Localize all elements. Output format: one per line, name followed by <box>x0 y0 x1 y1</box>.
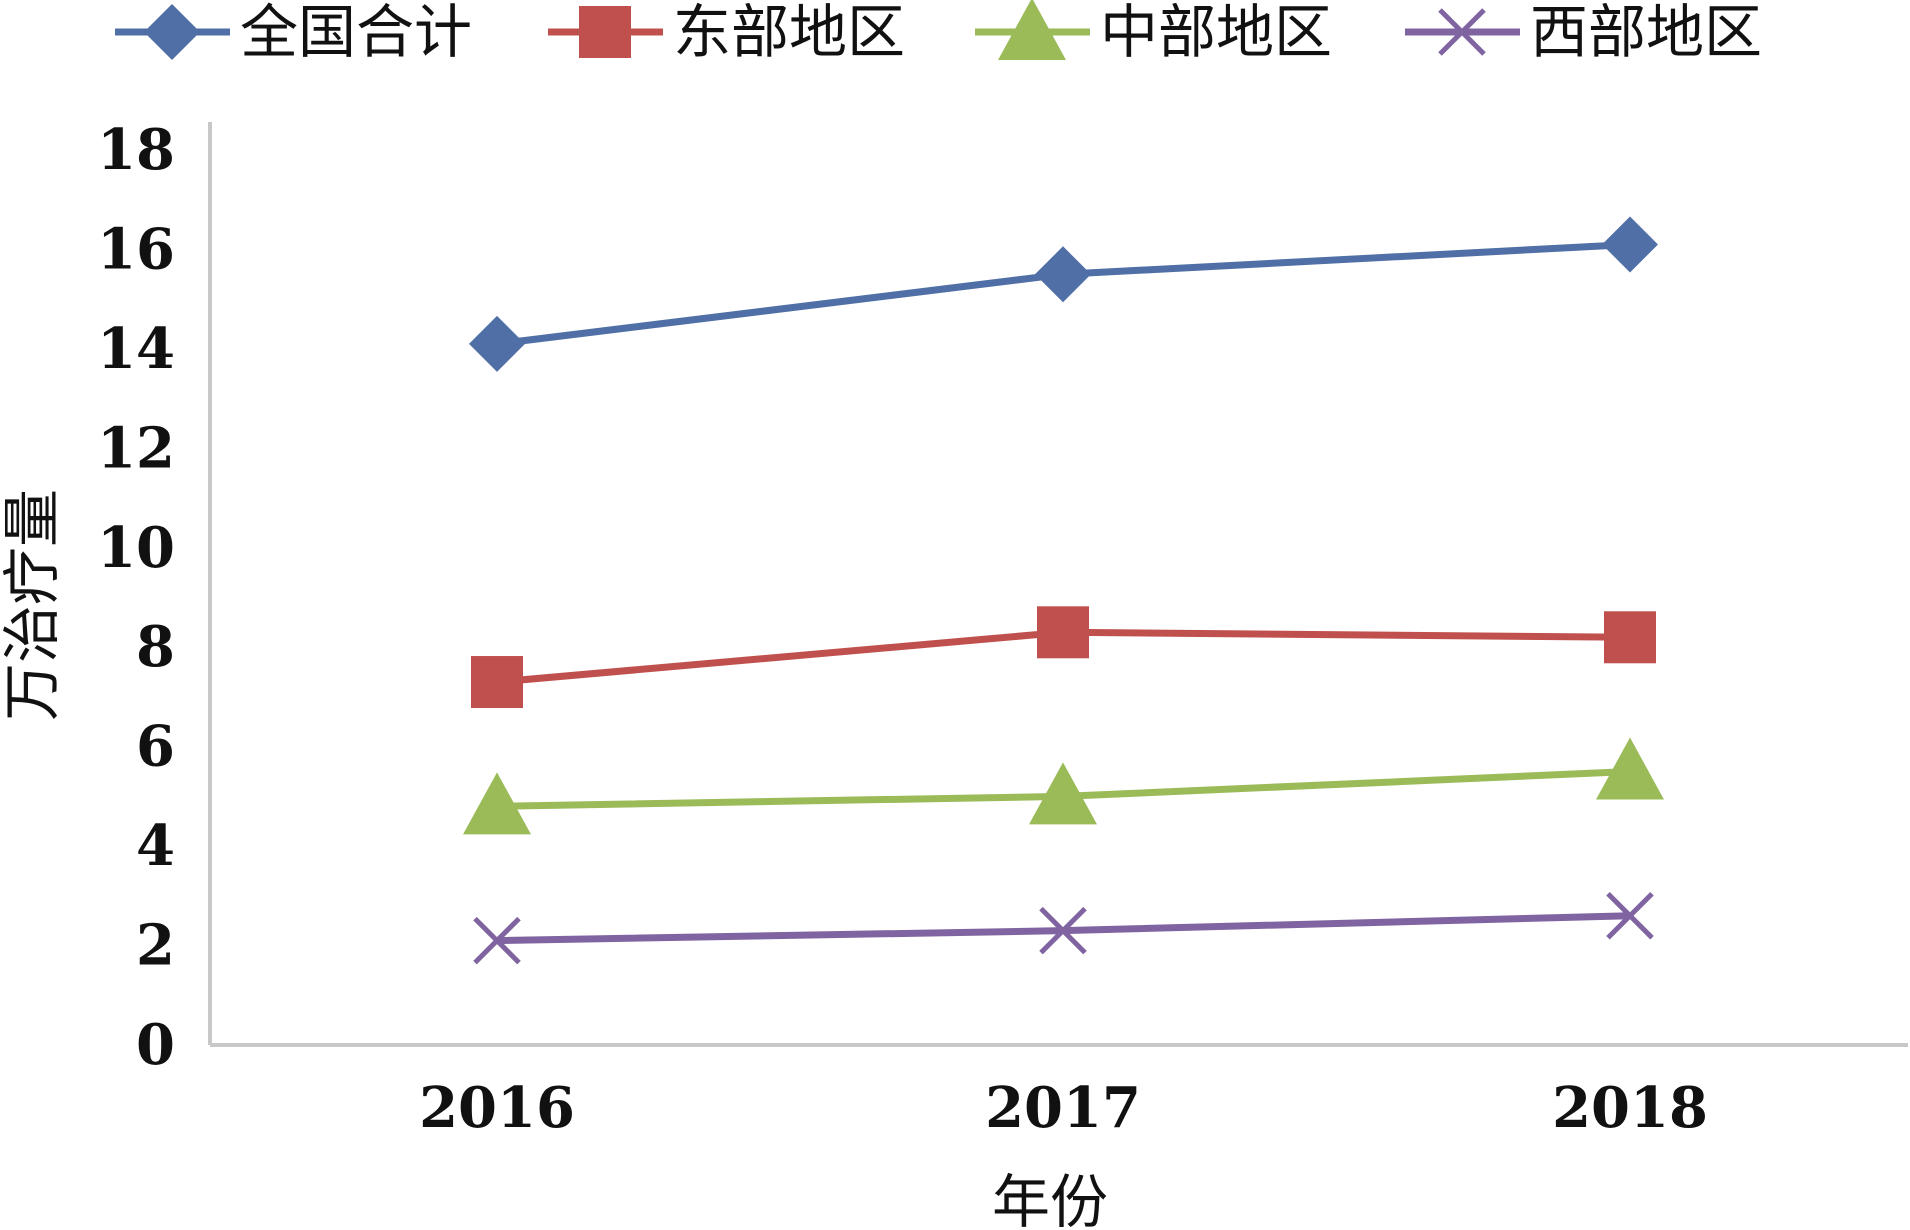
x-axis-title: 年份 <box>992 1168 1108 1230</box>
y-tick-label: 8 <box>136 614 175 680</box>
y-tick-label: 0 <box>136 1012 175 1078</box>
legend-label: 东部地区 <box>673 0 905 66</box>
y-tick-label: 18 <box>97 117 175 183</box>
data-point <box>1604 611 1656 664</box>
data-point <box>1037 606 1089 659</box>
data-point <box>1596 737 1664 800</box>
data-point <box>463 772 531 835</box>
y-axis-title: 万治疗量 <box>0 489 66 721</box>
series-3 <box>463 737 1664 835</box>
x-tick-label: 2016 <box>419 1075 575 1141</box>
y-tick-label: 6 <box>136 714 175 780</box>
data-point <box>1035 246 1091 303</box>
data-point <box>473 916 521 965</box>
y-tick-label: 12 <box>97 415 175 481</box>
tick-labels: 0 2 4 6 8 10 12 14 16 18 2016 2017 2018 <box>97 117 1708 1141</box>
legend-label: 中部地区 <box>1100 0 1332 66</box>
data-point <box>1039 906 1087 955</box>
data-point <box>1029 762 1097 825</box>
legend-marker <box>1438 8 1486 56</box>
legend-label: 西部地区 <box>1530 0 1762 66</box>
axes <box>208 122 1908 1047</box>
data-point <box>471 656 523 709</box>
data-point <box>1606 891 1654 940</box>
series-2 <box>471 606 1656 709</box>
y-tick-label: 4 <box>136 813 175 879</box>
legend-marker <box>579 6 631 58</box>
data-point <box>469 315 525 372</box>
y-tick-label: 16 <box>97 216 175 282</box>
legend-label: 全国合计 <box>240 0 472 66</box>
legend-marker <box>144 4 200 60</box>
series-1 <box>469 216 1658 372</box>
data-point <box>1602 216 1658 273</box>
legend-item: 中部地区 <box>975 0 1332 66</box>
legend-item: 西部地区 <box>1405 0 1762 66</box>
y-tick-label: 14 <box>97 316 175 382</box>
legend: 全国合计 东部地区 中部地区 西部地区 <box>115 0 1762 66</box>
legend-item: 东部地区 <box>548 0 905 66</box>
legend-item: 全国合计 <box>115 0 472 66</box>
x-tick-label: 2018 <box>1552 1075 1708 1141</box>
y-tick-label: 10 <box>97 515 175 581</box>
series-layer <box>463 216 1664 965</box>
series-4 <box>473 891 1654 965</box>
x-tick-label: 2017 <box>985 1075 1141 1141</box>
y-tick-label: 2 <box>136 913 175 979</box>
legend-marker <box>998 0 1066 60</box>
